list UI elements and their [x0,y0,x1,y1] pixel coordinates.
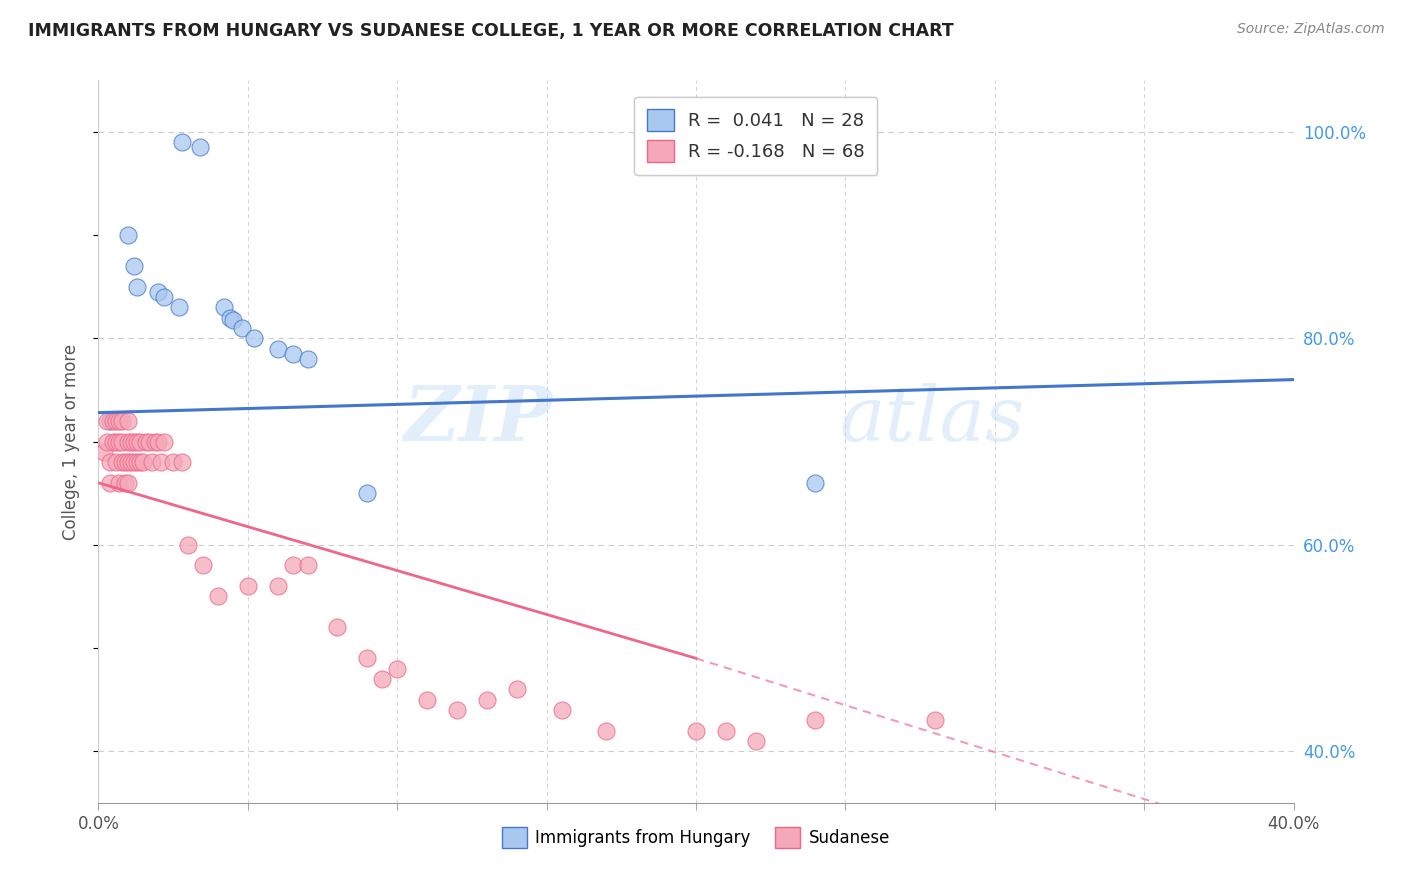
Point [105,434,128,449]
Point [98,475,122,490]
Point [595,723,617,738]
Point [114,455,136,469]
Point [167,301,190,315]
Point [172,135,194,149]
Point [103,414,125,428]
Point [188,140,211,154]
Point [172,455,194,469]
Point [98,455,122,469]
Point [98,414,122,428]
Point [281,347,304,361]
Point [114,475,136,490]
Point [141,455,163,469]
Point [714,723,737,738]
Point [108,434,131,449]
Point [108,475,131,490]
Point [267,342,290,356]
Point [132,455,155,469]
Text: atlas: atlas [839,383,1025,457]
Text: Source: ZipAtlas.com: Source: ZipAtlas.com [1237,22,1385,37]
Point [162,455,184,469]
Point [120,434,142,449]
Point [143,434,166,449]
Point [267,579,290,593]
Point [356,486,378,500]
Point [120,455,142,469]
Point [550,703,572,717]
Point [222,312,245,326]
Point [385,662,409,676]
Point [111,434,134,449]
Point [236,579,259,593]
Point [105,455,128,469]
Point [129,434,152,449]
Point [124,259,146,273]
Text: IMMIGRANTS FROM HUNGARY VS SUDANESE COLLEGE, 1 YEAR OR MORE CORRELATION CHART: IMMIGRANTS FROM HUNGARY VS SUDANESE COLL… [28,22,953,40]
Point [117,414,139,428]
Point [124,455,146,469]
Point [416,692,439,706]
Point [117,228,139,243]
Point [117,434,139,449]
Point [297,558,319,573]
Point [129,455,152,469]
Y-axis label: College, 1 year or more: College, 1 year or more [62,343,80,540]
Point [93,445,115,459]
Point [297,351,319,366]
Point [804,475,827,490]
Point [138,434,160,449]
Point [108,414,131,428]
Legend: Immigrants from Hungary, Sudanese: Immigrants from Hungary, Sudanese [494,819,898,856]
Point [177,538,200,552]
Point [117,475,139,490]
Point [111,414,134,428]
Point [111,455,134,469]
Point [924,713,946,727]
Point [153,434,176,449]
Text: ZIP: ZIP [404,383,553,457]
Point [135,434,157,449]
Point [117,455,139,469]
Point [153,290,176,304]
Point [326,620,349,634]
Point [127,455,149,469]
Point [103,434,125,449]
Point [804,713,827,727]
Point [212,301,235,315]
Point [150,455,173,469]
Point [745,734,768,748]
Point [475,692,498,706]
Point [685,723,707,738]
Point [96,414,118,428]
Point [243,331,266,345]
Point [356,651,378,665]
Point [207,590,229,604]
Point [506,682,529,697]
Point [127,279,149,293]
Point [148,434,170,449]
Point [219,310,242,325]
Point [371,672,394,686]
Point [127,434,149,449]
Point [105,414,128,428]
Point [148,285,170,299]
Point [231,321,253,335]
Point [446,703,468,717]
Point [281,558,304,573]
Point [191,558,214,573]
Point [124,434,146,449]
Point [96,434,118,449]
